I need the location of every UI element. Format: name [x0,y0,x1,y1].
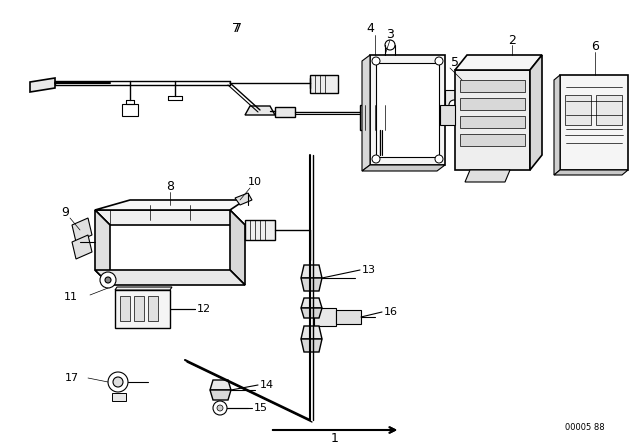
Bar [310,75,338,93]
Bar [565,95,591,125]
Text: 14: 14 [260,380,274,390]
Bar [460,134,525,146]
Polygon shape [95,210,110,285]
Bar [445,90,463,112]
Polygon shape [554,75,560,175]
Text: 11: 11 [64,292,78,302]
Text: 10: 10 [248,177,262,187]
Bar [148,296,158,321]
Text: 8: 8 [166,180,174,193]
Text: 6: 6 [591,39,599,52]
Text: 4: 4 [366,22,374,35]
Bar [336,310,361,324]
Text: 3: 3 [386,27,394,40]
Circle shape [108,372,128,392]
Text: 5: 5 [451,56,459,69]
Polygon shape [301,339,322,352]
Polygon shape [530,55,542,170]
Polygon shape [370,55,445,165]
Text: 13: 13 [362,265,376,275]
Polygon shape [301,278,322,291]
Bar [134,296,144,321]
Polygon shape [95,200,245,210]
Bar [596,95,622,125]
Polygon shape [72,235,92,259]
Polygon shape [301,298,322,308]
Bar [360,105,400,130]
Text: 16: 16 [384,307,398,317]
Polygon shape [210,380,231,390]
Polygon shape [560,75,628,170]
Polygon shape [230,210,245,285]
Polygon shape [301,326,322,339]
Circle shape [105,277,111,283]
Polygon shape [245,106,275,115]
Polygon shape [72,218,92,242]
Circle shape [100,272,116,288]
Bar [460,116,525,128]
Circle shape [213,401,227,415]
Polygon shape [235,193,252,205]
Text: 1: 1 [331,431,339,444]
Text: 9: 9 [61,206,69,219]
Polygon shape [455,55,542,70]
Polygon shape [376,63,439,157]
Text: 15: 15 [254,403,268,413]
Polygon shape [210,390,231,400]
Polygon shape [465,170,510,182]
Polygon shape [95,210,245,225]
Circle shape [217,405,223,411]
Text: 00005 88: 00005 88 [565,423,605,432]
Circle shape [372,57,380,65]
Circle shape [435,155,443,163]
Bar [314,308,336,326]
Bar [245,220,275,240]
Polygon shape [362,55,370,171]
Polygon shape [95,270,245,285]
Bar [460,98,525,110]
Circle shape [385,40,395,50]
Bar [460,80,525,92]
Text: 7: 7 [232,22,240,34]
Text: 2: 2 [508,34,516,47]
Bar [115,290,170,328]
Bar [122,104,138,116]
Circle shape [372,155,380,163]
Polygon shape [30,78,55,92]
Text: 12: 12 [197,304,211,314]
Polygon shape [115,287,172,290]
Polygon shape [301,308,322,318]
Polygon shape [440,105,455,125]
Polygon shape [362,165,445,171]
Text: 17: 17 [65,373,79,383]
Polygon shape [275,107,295,117]
Polygon shape [455,70,530,170]
Text: 7: 7 [234,22,242,34]
Bar [112,393,126,401]
Polygon shape [301,265,322,278]
Polygon shape [554,170,628,175]
Circle shape [449,100,459,110]
Bar [120,296,130,321]
Circle shape [113,377,123,387]
Circle shape [435,57,443,65]
